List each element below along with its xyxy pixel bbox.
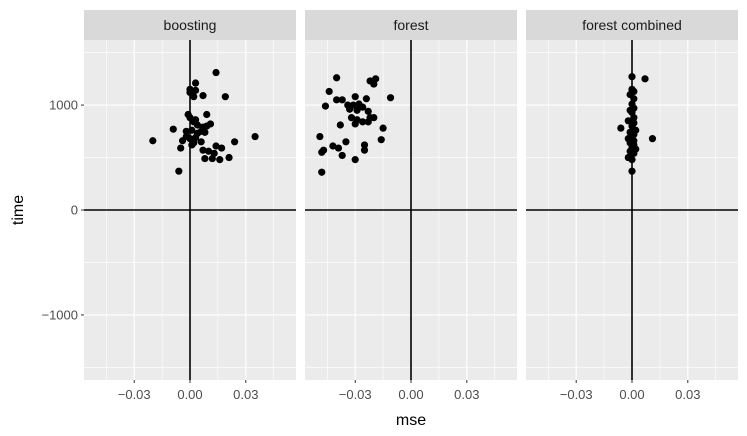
data-point	[212, 142, 220, 150]
facet-panel-0: boosting −0.03 0.00 0.03	[84, 10, 296, 402]
data-point	[178, 137, 187, 145]
data-point	[201, 154, 209, 163]
data-point	[218, 144, 226, 152]
data-point	[370, 114, 378, 122]
data-point	[199, 92, 207, 100]
data-point	[203, 122, 211, 130]
panels-layer: boosting −0.03 0.00 0.03 forest −0.03 0.00 0.03…	[84, 10, 738, 402]
data-point	[197, 138, 205, 146]
data-point	[188, 126, 196, 134]
data-point	[338, 96, 346, 104]
data-point	[342, 138, 350, 146]
data-point	[628, 73, 636, 81]
data-point	[212, 68, 220, 77]
data-point	[628, 156, 636, 164]
data-point	[370, 80, 378, 88]
data-point	[364, 118, 372, 126]
x-axis-title: mse	[396, 412, 426, 429]
y-tick-label: 1000	[49, 98, 78, 113]
x-tick-label: 0.03	[454, 387, 479, 402]
data-point	[325, 87, 333, 96]
data-point	[251, 132, 259, 141]
data-point	[347, 114, 356, 122]
x-tick-label: −0.03	[560, 387, 593, 402]
x-tick-label: −0.03	[118, 387, 151, 402]
data-point	[359, 118, 367, 126]
data-point	[177, 144, 185, 152]
data-point	[203, 110, 211, 119]
x-tick-label: −0.03	[339, 387, 372, 402]
data-point	[318, 148, 326, 156]
data-point	[334, 144, 343, 152]
x-tick-label: 0.00	[177, 387, 202, 402]
data-point	[321, 102, 330, 110]
facet-panel-2: forest combined −0.03 0.00 0.03	[526, 10, 738, 402]
data-point	[333, 96, 341, 104]
data-point	[191, 86, 200, 94]
data-point	[379, 124, 387, 132]
data-point	[225, 153, 233, 162]
data-point	[351, 120, 359, 128]
data-point	[204, 147, 213, 155]
data-point	[149, 137, 157, 145]
data-point	[351, 93, 359, 101]
data-point	[182, 127, 190, 135]
data-point	[360, 141, 369, 149]
data-point	[336, 121, 344, 129]
data-point	[175, 167, 183, 175]
data-point	[338, 151, 346, 160]
y-tick-label: 0	[71, 203, 78, 218]
facet-strip-label: boosting	[164, 17, 217, 33]
facet-strip	[305, 10, 517, 40]
data-point	[193, 121, 202, 129]
data-point	[359, 103, 367, 111]
data-point	[630, 149, 638, 157]
data-point	[360, 146, 369, 154]
data-point	[386, 94, 395, 102]
data-point	[231, 138, 239, 146]
data-point	[169, 125, 177, 133]
data-point	[648, 135, 657, 143]
x-tick-label: 0.03	[675, 387, 700, 402]
data-point	[624, 117, 632, 125]
data-point	[353, 106, 361, 114]
data-point	[318, 168, 326, 176]
x-tick-label: 0.00	[398, 387, 423, 402]
facet-panel-1: forest −0.03 0.00 0.03	[305, 10, 517, 402]
data-point	[329, 142, 337, 150]
data-point	[628, 167, 636, 175]
data-point	[208, 154, 216, 163]
x-tick-label: 0.00	[619, 387, 644, 402]
data-point	[377, 136, 385, 144]
data-point	[221, 93, 229, 101]
data-point	[199, 146, 207, 154]
facet-strip	[526, 10, 738, 40]
data-point	[346, 105, 354, 113]
facet-strip	[84, 10, 296, 40]
data-point	[316, 132, 324, 141]
data-point	[191, 79, 200, 87]
data-point	[190, 93, 198, 101]
y-axis: −1000 0 1000	[41, 98, 84, 322]
data-point	[362, 95, 370, 103]
data-point	[617, 124, 625, 132]
data-point	[364, 107, 372, 115]
data-point	[333, 74, 341, 82]
facet-strip-label: forest	[393, 17, 428, 33]
facet-strip-label: forest combined	[582, 17, 682, 33]
data-point	[351, 156, 359, 164]
data-point	[188, 141, 196, 149]
data-point	[641, 75, 649, 83]
data-point	[630, 114, 638, 122]
y-axis-title: time	[10, 195, 27, 225]
x-tick-label: 0.03	[233, 387, 258, 402]
y-tick-label: −1000	[41, 307, 78, 322]
data-point	[216, 156, 224, 164]
data-point	[201, 128, 209, 136]
